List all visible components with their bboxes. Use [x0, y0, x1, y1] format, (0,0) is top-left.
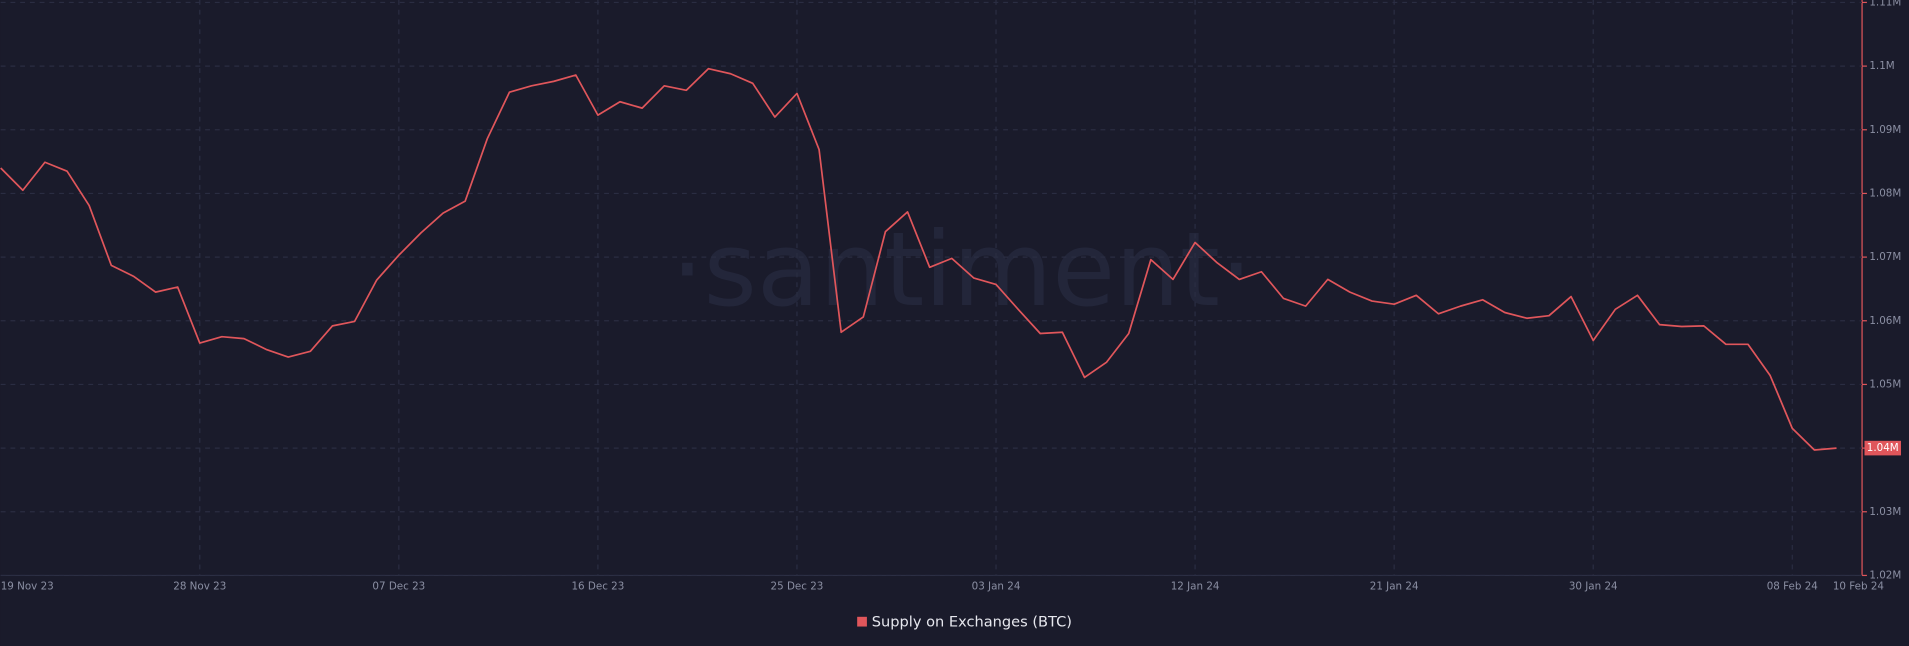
x-tick-label: 16 Dec 23: [571, 580, 624, 592]
value-label: 1.04M: [1867, 442, 1899, 454]
data-line: [0, 67, 1837, 451]
x-tick-label: 28 Nov 23: [173, 580, 226, 592]
x-tick-label: 10 Feb 24: [1833, 580, 1884, 592]
y-tick-label: 1.1M: [1869, 60, 1894, 72]
x-tick-label: 12 Jan 24: [1171, 580, 1220, 592]
y-tick-label: 1.11M: [1869, 0, 1901, 8]
y-tick-label: 1.08M: [1869, 187, 1901, 199]
y-tick-label: 1.05M: [1869, 378, 1901, 390]
legend-swatch: [857, 616, 867, 627]
legend-item: Supply on Exchanges (BTC): [857, 613, 1072, 630]
watermark: ·santiment·: [671, 211, 1252, 330]
y-tick-label: 1.07M: [1869, 251, 1901, 263]
y-tick-label: 1.02M: [1869, 569, 1901, 581]
x-tick-label: 25 Dec 23: [771, 580, 824, 592]
y-tick-label: 1.09M: [1869, 124, 1901, 136]
y-tick-label: 1.06M: [1869, 315, 1901, 327]
x-tick-label: 19 Nov 23: [1, 580, 54, 592]
x-tick-label: 07 Dec 23: [372, 580, 425, 592]
x-tick-label: 30 Jan 24: [1569, 580, 1618, 592]
legend-label: Supply on Exchanges (BTC): [872, 613, 1072, 630]
x-tick-label: 21 Jan 24: [1370, 580, 1419, 592]
x-tick-label: 03 Jan 24: [972, 580, 1021, 592]
value-badge: [1864, 440, 1901, 456]
x-tick-label: 08 Feb 24: [1767, 580, 1818, 592]
y-tick-label: 1.03M: [1869, 506, 1901, 518]
